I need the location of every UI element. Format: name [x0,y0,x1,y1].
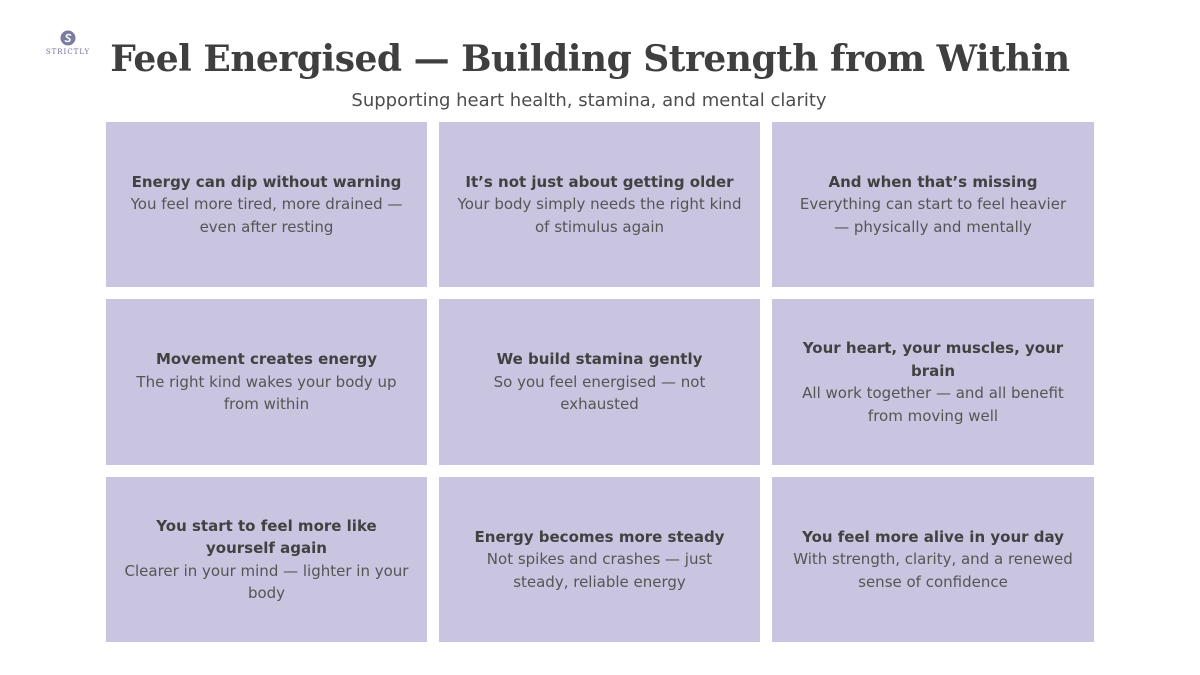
page-subtitle: Supporting heart health, stamina, and me… [351,90,827,111]
benefit-card: Movement creates energy The right kind w… [106,299,427,465]
card-body: Everything can start to feel heavier — p… [799,195,1067,236]
benefit-card: You feel more alive in your day With str… [772,477,1094,642]
logo-s-icon [60,30,76,46]
card-body: Clearer in your mind — lighter in your b… [124,561,409,603]
card-title: Energy becomes more steady [474,527,725,546]
logo-text: STRICTLY [45,48,91,56]
benefit-card: Your heart, your muscles, your brain All… [772,299,1094,465]
card-body: Your body simply needs the right kind of… [457,195,742,236]
card-title: Your heart, your muscles, your brain [802,339,1064,380]
benefit-card: You start to feel more like yourself aga… [106,477,427,642]
benefits-grid: Energy can dip without warning You feel … [106,122,1094,642]
card-title: We build stamina gently [496,350,703,369]
benefit-card: Energy becomes more steady Not spikes an… [439,477,760,642]
card-title: You start to feel more like yourself aga… [156,516,377,558]
benefit-card: It’s not just about getting older Your b… [439,122,760,287]
benefit-card: Energy can dip without warning You feel … [106,122,427,287]
card-body: You feel more tired, more drained — even… [130,195,403,236]
card-title: And when that’s missing [828,172,1038,191]
card-title: Energy can dip without warning [131,172,402,191]
brand-logo: STRICTLY [40,30,96,56]
card-body: So you feel energised — not exhausted [493,372,706,414]
card-body: With strength, clarity, and a renewed se… [793,550,1073,591]
page-title: Feel Energised — Building Strength from … [110,38,1070,80]
card-body: The right kind wakes your body up from w… [136,372,397,414]
card-title: Movement creates energy [155,350,378,369]
card-title: It’s not just about getting older [465,172,734,191]
card-body: All work together — and all benefit from… [802,384,1064,425]
card-body: Not spikes and crashes — just steady, re… [486,550,713,591]
benefit-card: And when that’s missing Everything can s… [772,122,1094,287]
card-title: You feel more alive in your day [802,527,1064,546]
benefit-card: We build stamina gently So you feel ener… [439,299,760,465]
